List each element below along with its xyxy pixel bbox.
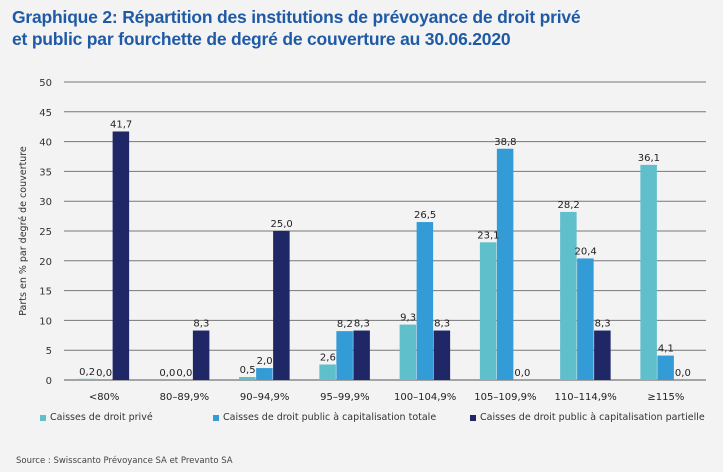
- data-label: 36,1: [638, 153, 660, 164]
- bar: [416, 222, 434, 380]
- legend-swatch-private: [40, 414, 46, 421]
- chart-title: Graphique 2: Répartition des institution…: [12, 6, 581, 50]
- legend-swatch-public-total: [213, 414, 219, 421]
- legend-label-public-partial: Caisses de droit public à capitalisation…: [480, 412, 705, 423]
- y-tick-label: 25: [39, 227, 52, 238]
- data-label: 9,3: [400, 313, 416, 324]
- x-category-label: 90–94,9%: [240, 392, 290, 403]
- data-label: 0,2: [79, 367, 95, 378]
- y-tick-label: 0: [46, 376, 52, 387]
- bar: [560, 211, 577, 380]
- chart-title-line-2: et public par fourchette de degré de cou…: [12, 29, 511, 49]
- x-category-label: ≥115%: [647, 392, 684, 403]
- y-tick-label: 40: [39, 138, 52, 149]
- x-category-label: 95–99,9%: [320, 392, 370, 403]
- legend-item-public-partial: Caisses de droit public à capitalisation…: [470, 412, 705, 423]
- data-label: 0,5: [240, 365, 256, 376]
- data-label: 41,7: [110, 119, 132, 130]
- y-tick-label: 45: [39, 108, 52, 119]
- legend-label-public-total: Caisses de droit public à capitalisation…: [223, 412, 437, 423]
- bar-chart: 0 5 10 15 20 25 30 35 40 45 50 Parts en % par degr…: [18, 78, 706, 403]
- x-category-label: 100–104,9%: [394, 392, 456, 403]
- source-note: Source : Swisscanto Prévoyance SA et Pre…: [16, 456, 233, 466]
- data-label: 20,4: [574, 246, 596, 257]
- bar: [256, 368, 273, 380]
- y-tick-label: 5: [46, 346, 52, 357]
- data-label: 0,0: [675, 368, 691, 379]
- bars: [78, 131, 674, 380]
- bar: [577, 258, 594, 380]
- legend-item-private: Caisses de droit privé: [40, 412, 153, 423]
- data-label: 8,3: [434, 319, 450, 330]
- data-label: 0,0: [514, 368, 530, 379]
- bar: [433, 330, 451, 380]
- data-label: 8,3: [595, 319, 611, 330]
- data-label: 26,5: [414, 210, 436, 221]
- bar: [657, 355, 674, 380]
- data-label: 25,0: [270, 219, 292, 230]
- bar: [239, 377, 256, 380]
- y-tick-label: 10: [39, 316, 52, 327]
- data-label: 23,1: [477, 230, 499, 241]
- bar: [479, 242, 497, 380]
- data-label: 2,0: [257, 356, 273, 367]
- x-category-label: 105–109,9%: [474, 392, 536, 403]
- data-label: 8,3: [354, 319, 370, 330]
- legend-label-private: Caisses de droit privé: [50, 412, 153, 423]
- chart-title-line-1: Graphique 2: Répartition des institution…: [12, 7, 581, 27]
- y-tick-label: 15: [39, 287, 52, 298]
- bar: [112, 131, 130, 380]
- x-category-label: 80–89,9%: [160, 392, 210, 403]
- data-label: 2,6: [320, 353, 336, 364]
- legend-item-public-total: Caisses de droit public à capitalisation…: [213, 412, 436, 423]
- data-label: 0,0: [96, 368, 112, 379]
- bar: [336, 331, 353, 380]
- bar: [192, 330, 210, 380]
- y-tick-label: 35: [39, 167, 52, 178]
- data-label: 28,2: [557, 200, 579, 211]
- x-axis-categories: <80% 80–89,9% 90–94,9% 95–99,9% 100–104,9% 10…: [89, 392, 685, 403]
- data-labels: 0,2 0,041,70,0 0,08,30,52,025,02,68,2 8,39,…: [79, 119, 691, 379]
- data-label: 8,3: [193, 319, 209, 330]
- legend-swatch-public-partial: [470, 414, 476, 421]
- bar: [319, 364, 336, 380]
- bar: [594, 330, 611, 380]
- x-category-label: <80%: [89, 392, 120, 403]
- bar: [78, 378, 96, 380]
- data-label: 0,0: [159, 368, 175, 379]
- bar: [353, 330, 370, 380]
- data-label: 38,8: [494, 137, 516, 148]
- bar: [640, 164, 657, 380]
- bar: [399, 324, 417, 380]
- data-label: 4,1: [658, 344, 674, 355]
- y-axis-ticks: 0 5 10 15 20 25 30 35 40 45 50: [39, 78, 52, 387]
- data-label: 0,0: [176, 368, 192, 379]
- data-label: 8,2: [337, 319, 353, 330]
- x-category-label: 110–114,9%: [555, 392, 617, 403]
- y-tick-label: 20: [39, 257, 52, 268]
- bar: [496, 148, 514, 380]
- bar: [273, 231, 290, 380]
- y-tick-label: 50: [39, 78, 52, 89]
- y-axis-label: Parts en % par degré de couverture: [18, 146, 29, 316]
- y-tick-label: 30: [39, 197, 52, 208]
